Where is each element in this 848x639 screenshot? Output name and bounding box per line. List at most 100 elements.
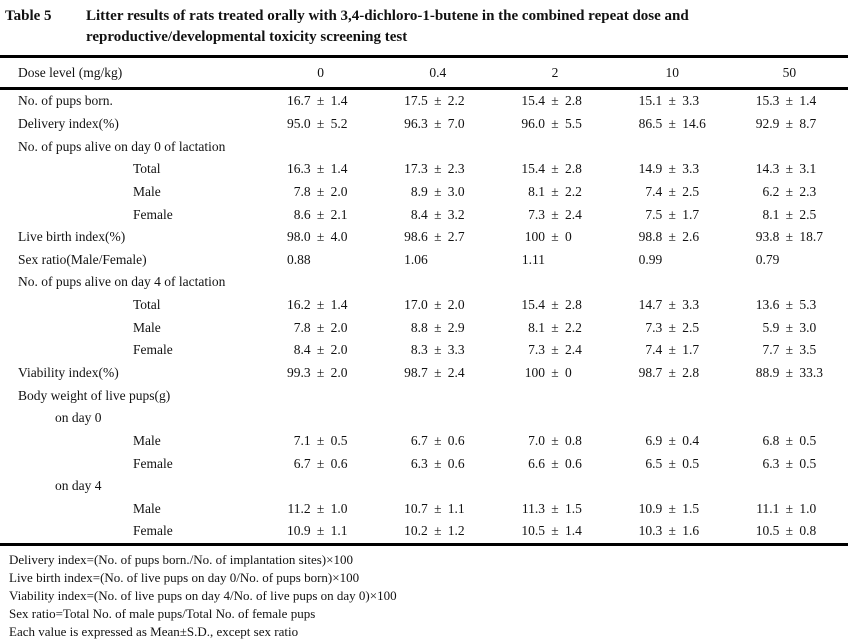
mean-value: 13.6	[755, 297, 780, 313]
mean-value: 10.5	[521, 523, 545, 539]
row-label: Total	[133, 297, 161, 313]
plus-minus-sign: ±	[551, 432, 559, 448]
value-cell: 10.5 ±1.4	[496, 523, 613, 539]
sd-value: 2.8	[564, 297, 582, 313]
sd-value: 2.5	[682, 183, 700, 199]
sd-value: 2.1	[330, 206, 348, 222]
sd-value: 1.4	[330, 161, 348, 177]
plus-minus-sign: ±	[551, 500, 559, 516]
row-label: Female	[133, 342, 173, 358]
sd-value: 0.5	[799, 432, 817, 448]
sd-value: 5.5	[564, 115, 582, 131]
table-row: Live birth index(%) 98.0 ±4.0 98.6 ±2.7 100 ±0…	[0, 226, 848, 249]
mean-value: 7.8	[293, 319, 311, 335]
plus-minus-sign: ±	[316, 115, 325, 131]
sd-value: 0	[564, 365, 572, 380]
mean-value: 8.4	[410, 206, 428, 222]
plus-minus-sign: ±	[434, 206, 442, 222]
value-cell: 99.3 ±2.0	[262, 365, 379, 381]
row-label: Sex ratio(Male/Female)	[18, 251, 147, 267]
mean-value: 11.1	[756, 500, 780, 516]
plus-minus-sign: ±	[668, 455, 676, 471]
value-cell: 6.3 ±0.5	[731, 456, 848, 472]
sd-value: 1.4	[799, 93, 817, 109]
value-cell: 14.7 ±3.3	[614, 297, 731, 313]
mean-value: 86.5	[638, 115, 663, 131]
plus-minus-sign: ±	[668, 500, 676, 516]
row-label: Delivery index(%)	[18, 115, 119, 131]
mean-value: 7.8	[293, 183, 311, 199]
value-cell: 7.3 ±2.4	[496, 342, 613, 358]
plus-minus-sign: ±	[785, 161, 794, 177]
mean-value: 10.9	[638, 500, 663, 516]
value-cell: 14.3 ±3.1	[731, 161, 848, 177]
value-cell: 10.5 ±0.8	[731, 523, 848, 539]
plus-minus-sign: ±	[668, 183, 676, 199]
row-label: No. of pups alive on day 0 of lactation	[18, 138, 226, 154]
sd-value: 2.2	[564, 319, 582, 335]
row-label: on day 0	[55, 410, 102, 426]
sd-value: 1.0	[330, 500, 348, 516]
mean-value: 17.3	[404, 161, 428, 177]
table-row: Female 8.4 ±2.0 8.3 ±3.3 7.3 ±2.4 7.4 ±1.7 7.7 ±3.…	[0, 339, 848, 362]
plus-minus-sign: ±	[316, 297, 325, 313]
plus-minus-sign: ±	[551, 206, 559, 222]
sd-value: 1.1	[330, 523, 348, 539]
sd-value: 2.9	[447, 319, 465, 335]
sd-value: 3.0	[799, 319, 817, 335]
value-cell: 5.9 ±3.0	[731, 320, 848, 336]
footnotes-block: Delivery index=(No. of pups born./No. of…	[0, 546, 848, 639]
value-cell: 7.3 ±2.5	[614, 320, 731, 336]
sd-value: 2.8	[682, 365, 700, 380]
row-label: Body weight of live pups(g)	[18, 387, 171, 403]
plus-minus-sign: ±	[434, 229, 442, 245]
mean-value: 0.99	[638, 251, 663, 267]
mean-value: 7.3	[528, 206, 545, 222]
sd-value: 5.3	[799, 297, 817, 313]
value-cell: 10.7 ±1.1	[379, 501, 496, 517]
value-cell: 15.4 ±2.8	[496, 161, 613, 177]
table-row: Female 8.6 ±2.1 8.4 ±3.2 7.3 ±2.4 7.5 ±1.7 8.1 ±2.…	[0, 203, 848, 226]
plus-minus-sign: ±	[668, 93, 676, 109]
value-cell: 8.6 ±2.1	[262, 207, 379, 223]
plus-minus-sign: ±	[785, 500, 794, 516]
value-cell: 10.9 ±1.1	[262, 523, 379, 539]
mean-value: 7.7	[762, 342, 780, 358]
table-body: No. of pups born. 16.7 ±1.4 17.5 ±2.2 15.4 ±2.…	[0, 90, 848, 543]
sd-value: 0.6	[564, 455, 582, 471]
value-cell: 7.7 ±3.5	[731, 342, 848, 358]
sd-value: 0	[564, 229, 572, 245]
table-row: No. of pups born. 16.7 ±1.4 17.5 ±2.2 15.4 ±2.…	[0, 90, 848, 113]
plus-minus-sign: ±	[551, 365, 559, 380]
table-row: on day 4	[0, 475, 848, 498]
mean-value: 88.9	[755, 365, 780, 380]
sd-value: 2.0	[330, 365, 348, 380]
sd-value: 2.0	[447, 297, 465, 313]
sd-value: 2.0	[330, 319, 348, 335]
sd-value: 3.3	[682, 93, 700, 109]
sd-value: 2.5	[799, 206, 817, 222]
sd-value: 0.5	[330, 432, 348, 448]
mean-value: 6.7	[410, 432, 428, 448]
mean-value: 8.9	[410, 183, 428, 199]
table-title: Table 5 Litter results of rats treated o…	[0, 0, 848, 48]
sd-value: 0.4	[682, 432, 700, 448]
plus-minus-sign: ±	[785, 432, 794, 448]
mean-value: 98.0	[286, 229, 311, 245]
mean-value: 7.5	[645, 206, 663, 222]
plus-minus-sign: ±	[668, 365, 676, 380]
plus-minus-sign: ±	[668, 342, 676, 358]
value-cell: 93.8 ±18.7	[731, 229, 848, 245]
plus-minus-sign: ±	[316, 161, 325, 177]
value-cell: 100 ±0	[496, 229, 613, 245]
sd-value: 2.4	[564, 206, 582, 222]
footnote-line: Sex ratio=Total No. of male pups/Total N…	[9, 605, 316, 621]
mean-value: 7.1	[293, 432, 311, 448]
mean-value: 98.6	[404, 229, 428, 245]
sd-value: 5.2	[330, 115, 348, 131]
plus-minus-sign: ±	[316, 319, 325, 335]
value-cell: 7.5 ±1.7	[614, 207, 731, 223]
table-row: Female 10.9 ±1.1 10.2 ±1.2 10.5 ±1.4 10.3 ±1.6 10…	[0, 520, 848, 543]
dose-header-row: Dose level (mg/kg) 0 0.4 2 10 50	[0, 58, 848, 87]
table-row: on day 0	[0, 407, 848, 430]
